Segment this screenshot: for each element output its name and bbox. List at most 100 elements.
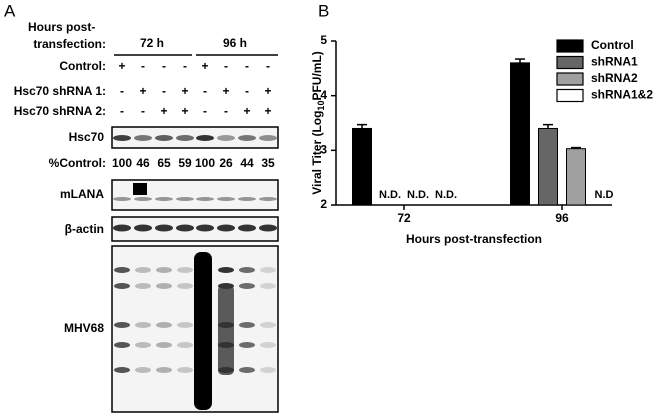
band — [114, 283, 130, 289]
panel-label: A — [4, 1, 16, 20]
band — [239, 283, 255, 289]
band — [114, 367, 130, 373]
sign: + — [243, 104, 250, 118]
bar — [566, 148, 586, 206]
band — [218, 267, 234, 273]
sign: - — [224, 104, 228, 118]
band — [239, 267, 255, 273]
band — [135, 322, 151, 328]
band — [135, 267, 151, 273]
value-label: N.D — [595, 189, 614, 201]
band — [113, 135, 131, 141]
smear — [218, 285, 234, 375]
band — [176, 197, 194, 201]
band — [259, 197, 277, 201]
legend-label: Control — [591, 38, 634, 52]
percent-value: 65 — [157, 156, 171, 170]
band — [217, 135, 235, 141]
sign: + — [160, 104, 167, 118]
band — [155, 224, 173, 232]
panel-label: B — [318, 1, 329, 20]
band — [135, 283, 151, 289]
percent-value: 44 — [240, 156, 254, 170]
band — [260, 267, 276, 273]
band — [259, 224, 277, 232]
sign: - — [245, 59, 249, 73]
sign: + — [181, 84, 188, 98]
y-axis-label-part: PFU/mL) — [310, 51, 324, 100]
blot-label: β-actin — [65, 222, 104, 236]
y-tick-label: 3 — [320, 143, 327, 157]
band — [260, 367, 276, 373]
y-tick-label: 5 — [320, 33, 327, 47]
bar — [352, 127, 372, 206]
header-line: transfection: — [33, 37, 106, 51]
band — [239, 342, 255, 348]
band — [155, 135, 173, 141]
percent-value: 100 — [112, 156, 132, 170]
sign: - — [120, 84, 124, 98]
band — [114, 267, 130, 273]
band — [113, 197, 131, 201]
sign: - — [183, 59, 187, 73]
percent-value: 59 — [178, 156, 192, 170]
band — [238, 135, 256, 141]
time-label: 72 h — [140, 36, 164, 50]
band — [135, 342, 151, 348]
band — [260, 342, 276, 348]
band — [135, 367, 151, 373]
header-line: Hours post- — [28, 20, 95, 34]
percent-value: 100 — [195, 156, 215, 170]
band — [196, 197, 214, 201]
y-tick-label: 2 — [320, 197, 327, 211]
band — [134, 197, 152, 201]
legend-swatch — [556, 88, 584, 103]
band — [114, 322, 130, 328]
band — [217, 197, 235, 201]
band — [177, 342, 193, 348]
y-axis-label-part: Viral Titer (Log — [310, 111, 324, 195]
legend-swatch — [556, 55, 584, 70]
legend-swatch — [556, 72, 584, 86]
sign: - — [266, 59, 270, 73]
sign: - — [224, 59, 228, 73]
sign: - — [245, 84, 249, 98]
band — [156, 283, 172, 289]
band — [238, 197, 256, 201]
sign: - — [141, 104, 145, 118]
percent-label: %Control: — [49, 156, 106, 170]
band — [156, 267, 172, 273]
band — [238, 224, 256, 232]
sign: + — [264, 104, 271, 118]
condition-label: Control: — [59, 59, 106, 73]
value-label: N.D. — [435, 189, 457, 201]
blot-frame — [111, 126, 279, 149]
condition-label: Hsc70 shRNA 2: — [14, 104, 106, 118]
legend-label: shRNA1&2 — [591, 88, 653, 102]
blot-label: Hsc70 — [69, 130, 105, 144]
sign: - — [141, 59, 145, 73]
band — [177, 367, 193, 373]
bar — [510, 62, 530, 206]
band — [177, 283, 193, 289]
band — [239, 367, 255, 373]
y-axis-label: Viral Titer (Log10PFU/mL) — [310, 51, 326, 195]
band — [156, 322, 172, 328]
legend-label: shRNA1 — [591, 55, 638, 69]
sign: + — [201, 59, 208, 73]
condition-label: Hsc70 shRNA 1: — [14, 84, 106, 98]
time-label: 96 h — [223, 36, 247, 50]
percent-value: 35 — [261, 156, 275, 170]
x-axis-label: Hours post-transfection — [406, 232, 542, 246]
sign: - — [120, 104, 124, 118]
band — [217, 224, 235, 232]
sign: - — [203, 84, 207, 98]
band — [177, 267, 193, 273]
value-label: N.D. — [407, 189, 429, 201]
band — [156, 367, 172, 373]
band — [239, 322, 255, 328]
y-tick-label: 4 — [320, 88, 327, 102]
band — [134, 224, 152, 232]
bar — [538, 127, 558, 206]
